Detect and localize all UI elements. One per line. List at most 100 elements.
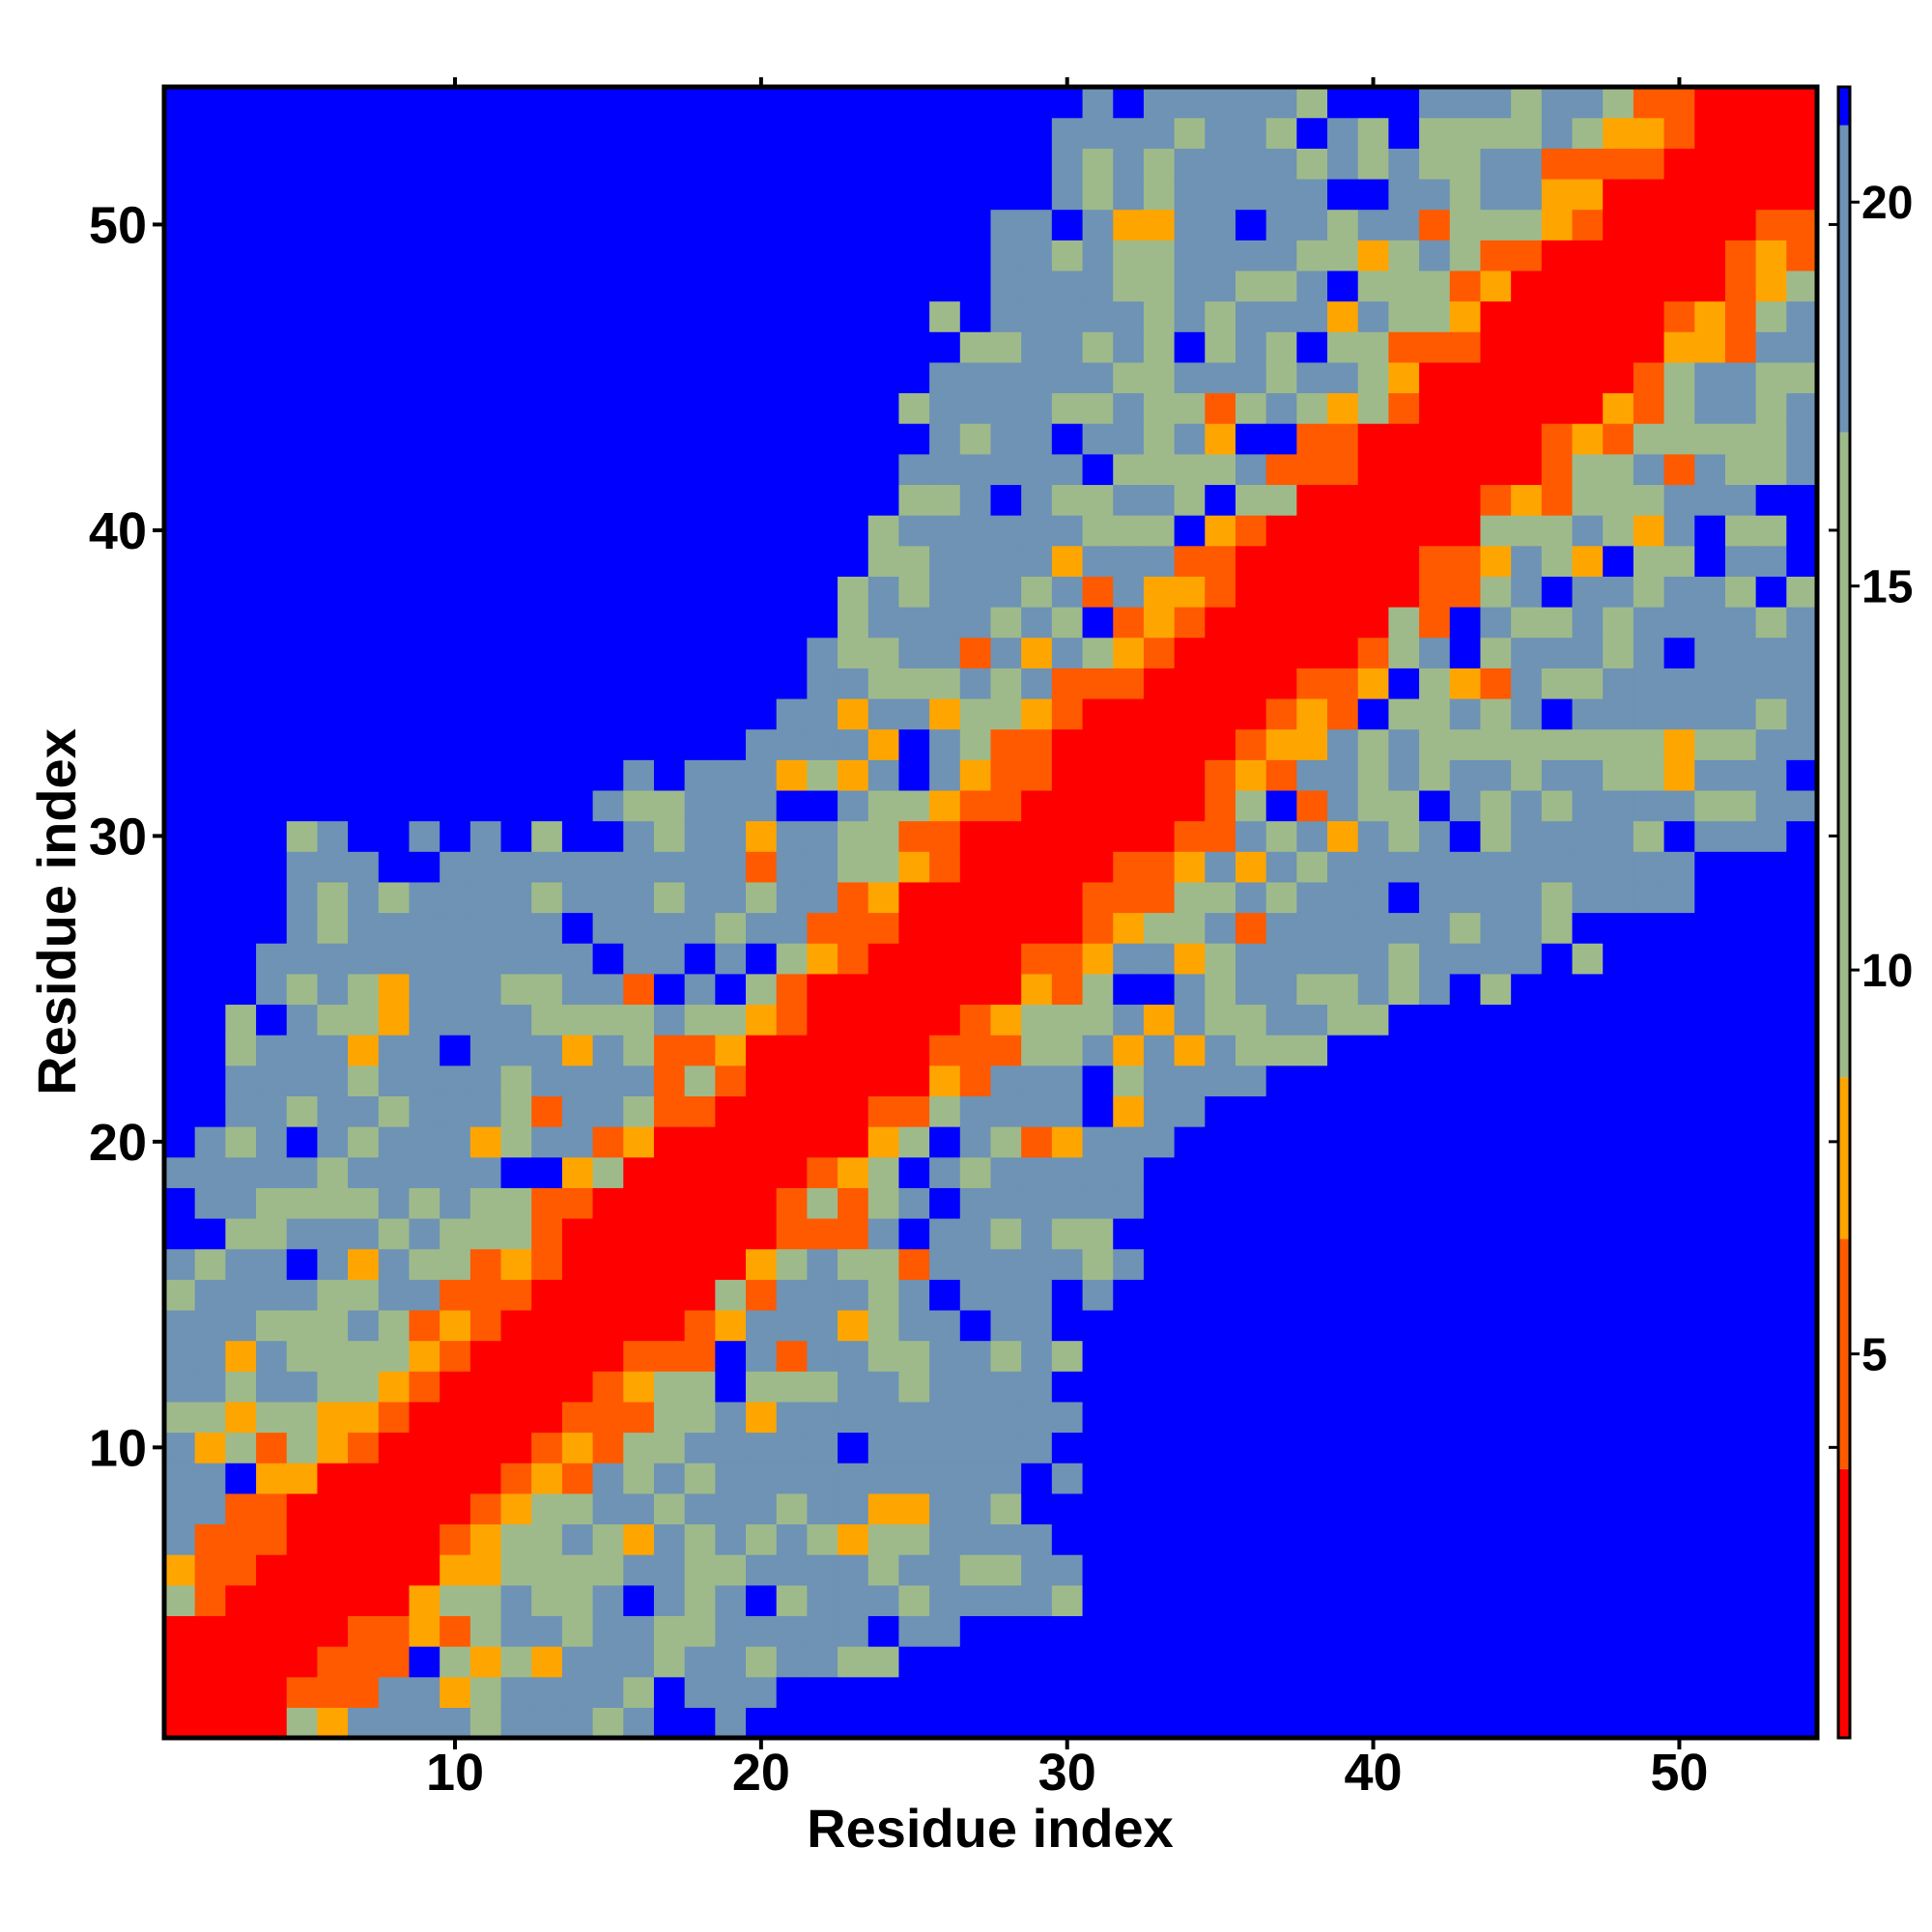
heatmap-cell: [1480, 1126, 1512, 1158]
heatmap-cell: [1143, 1676, 1176, 1708]
heatmap-cell: [1296, 1707, 1328, 1739]
heatmap-cell: [1419, 1340, 1451, 1372]
heatmap-cell: [1572, 1156, 1604, 1188]
heatmap-cell: [256, 1187, 288, 1219]
heatmap-cell: [469, 1340, 502, 1372]
heatmap-cell: [1357, 300, 1390, 332]
heatmap-cell: [898, 1187, 930, 1219]
heatmap-cell: [561, 515, 594, 547]
heatmap-cell: [440, 1126, 471, 1158]
heatmap-cell: [1296, 392, 1328, 424]
heatmap-cell: [1511, 637, 1543, 668]
heatmap-cell: [715, 392, 747, 424]
heatmap-cell: [959, 912, 992, 944]
heatmap-cell: [1755, 1309, 1787, 1342]
heatmap-cell: [776, 1676, 808, 1708]
heatmap-cell: [225, 1492, 257, 1525]
heatmap-cell: [623, 1492, 655, 1525]
heatmap-cell: [317, 1095, 349, 1127]
heatmap-cell: [1051, 1095, 1084, 1127]
heatmap-cell: [1205, 637, 1236, 668]
heatmap-cell: [500, 392, 532, 424]
heatmap-cell: [623, 607, 655, 639]
heatmap-cell: [1296, 1432, 1328, 1463]
heatmap-cell: [500, 1371, 532, 1403]
heatmap-cell: [684, 423, 716, 455]
heatmap-cell: [684, 300, 716, 332]
heatmap-cell: [838, 637, 869, 668]
heatmap-cell: [348, 392, 380, 424]
heatmap-cell: [409, 759, 440, 791]
heatmap-cell: [1419, 1554, 1451, 1586]
heatmap-cell: [1357, 1432, 1390, 1463]
heatmap-cell: [1174, 1554, 1206, 1586]
heatmap-cell: [194, 300, 226, 332]
heatmap-cell: [1327, 361, 1359, 394]
heatmap-cell: [225, 148, 257, 180]
heatmap-cell: [929, 1095, 961, 1127]
heatmap-cell: [409, 1492, 440, 1525]
heatmap-cell: [1235, 1707, 1267, 1739]
heatmap-cell: [1663, 697, 1695, 730]
heatmap-cell: [592, 331, 624, 363]
heatmap-cell: [592, 1463, 624, 1494]
heatmap-cell: [684, 270, 716, 302]
heatmap-cell: [1296, 851, 1328, 883]
heatmap-cell: [867, 789, 900, 822]
heatmap-cell: [1235, 1554, 1267, 1586]
heatmap-cell: [623, 331, 655, 363]
heatmap-cell: [225, 637, 257, 668]
heatmap-cell: [715, 637, 747, 668]
heatmap-cell: [561, 820, 594, 852]
heatmap-cell: [1724, 1463, 1757, 1494]
heatmap-cell: [1724, 1309, 1757, 1342]
heatmap-cell: [225, 1004, 257, 1036]
heatmap-cell: [1755, 392, 1787, 424]
heatmap-cell: [1205, 484, 1236, 516]
heatmap-cell: [990, 943, 1022, 975]
heatmap-cell: [1388, 668, 1420, 699]
heatmap-cell: [1021, 1492, 1053, 1525]
heatmap-cell: [531, 1523, 563, 1555]
heatmap-cell: [653, 423, 686, 455]
heatmap-cell: [1051, 270, 1084, 302]
heatmap-cell: [1296, 943, 1328, 975]
heatmap-cell: [1694, 392, 1726, 424]
heatmap-cell: [194, 1156, 226, 1188]
heatmap-cell: [440, 1340, 471, 1372]
heatmap-cell: [838, 270, 869, 302]
heatmap-cell: [1205, 973, 1236, 1006]
heatmap-cell: [1663, 300, 1695, 332]
heatmap-cell: [531, 1615, 563, 1647]
heatmap-cell: [1265, 576, 1297, 608]
heatmap-cell: [653, 1707, 686, 1739]
heatmap-cell: [1786, 820, 1818, 852]
heatmap-cell: [1113, 1187, 1145, 1219]
heatmap-cell: [838, 607, 869, 639]
heatmap-cell: [194, 1004, 226, 1036]
heatmap-cell: [929, 1707, 961, 1739]
heatmap-cell: [1235, 820, 1267, 852]
heatmap-cell: [746, 881, 778, 914]
heatmap-cell: [1786, 453, 1818, 486]
heatmap-cell: [1755, 1371, 1787, 1403]
heatmap-cell: [1235, 912, 1267, 944]
heatmap-cell: [684, 1187, 716, 1219]
heatmap-cell: [623, 1279, 655, 1311]
heatmap-cell: [194, 1035, 226, 1066]
heatmap-cell: [225, 1095, 257, 1127]
heatmap-cell: [959, 1646, 992, 1678]
heatmap-cell: [378, 1554, 411, 1586]
heatmap-cell: [1113, 943, 1145, 975]
heatmap-cell: [1327, 607, 1359, 639]
heatmap-cell: [715, 1035, 747, 1066]
heatmap-cell: [1449, 1707, 1482, 1739]
heatmap-cell: [194, 1187, 226, 1219]
heatmap-cell: [990, 209, 1022, 241]
heatmap-cell: [531, 789, 563, 822]
heatmap-cell: [1235, 361, 1267, 394]
heatmap-cell: [1603, 697, 1634, 730]
heatmap-cell: [194, 240, 226, 271]
heatmap-cell: [623, 1463, 655, 1494]
heatmap-cell: [348, 484, 380, 516]
